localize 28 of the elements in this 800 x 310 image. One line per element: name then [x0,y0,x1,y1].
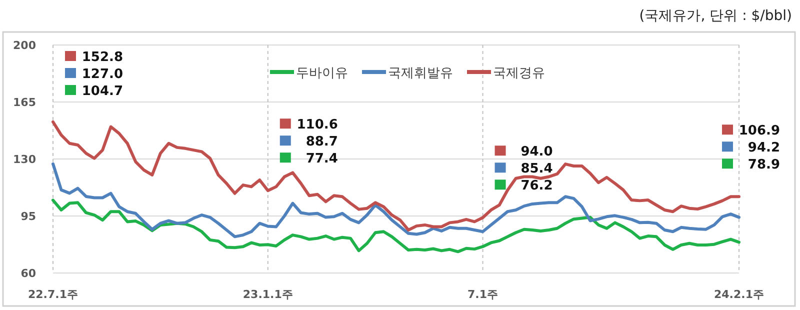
annotation: 94.0 [520,144,553,160]
y-tick-label: 60 [20,267,36,280]
annotation: 77.4 [306,152,338,167]
line-series [52,162,740,238]
y-tick-label: 130 [13,153,36,166]
y-tick-label: 165 [13,96,36,109]
x-tick-label: 23.1.1주 [242,288,293,301]
x-tick-label: 7.1주 [468,288,498,301]
text: 94.2 [748,140,780,156]
annotation: 104.7 [82,84,123,99]
text: (국제유가, 단위 : $/bbl) [639,8,792,24]
annotation: 152.8 [82,50,123,65]
legend-label: 국제경유 [493,66,545,81]
line-series [52,120,740,232]
annotation: 76.2 [520,178,553,194]
line-series [52,198,740,254]
annotation: 85.4 [520,162,553,177]
legend-label: 국제휘발유 [388,66,453,81]
annotation: 106.9 [738,124,780,139]
annotation: 127.0 [82,67,123,82]
annotation: 88.7 [306,134,338,150]
legend-label: 두바이유 [296,66,348,81]
x-tick-label: 22.7.1주 [28,288,78,301]
x-tick-label: 24.2.1주 [714,288,764,301]
text: 78.9 [748,158,780,173]
y-tick-label: 200 [13,39,36,52]
annotation: 110.6 [296,118,338,133]
y-tick-label: 95 [20,210,36,223]
